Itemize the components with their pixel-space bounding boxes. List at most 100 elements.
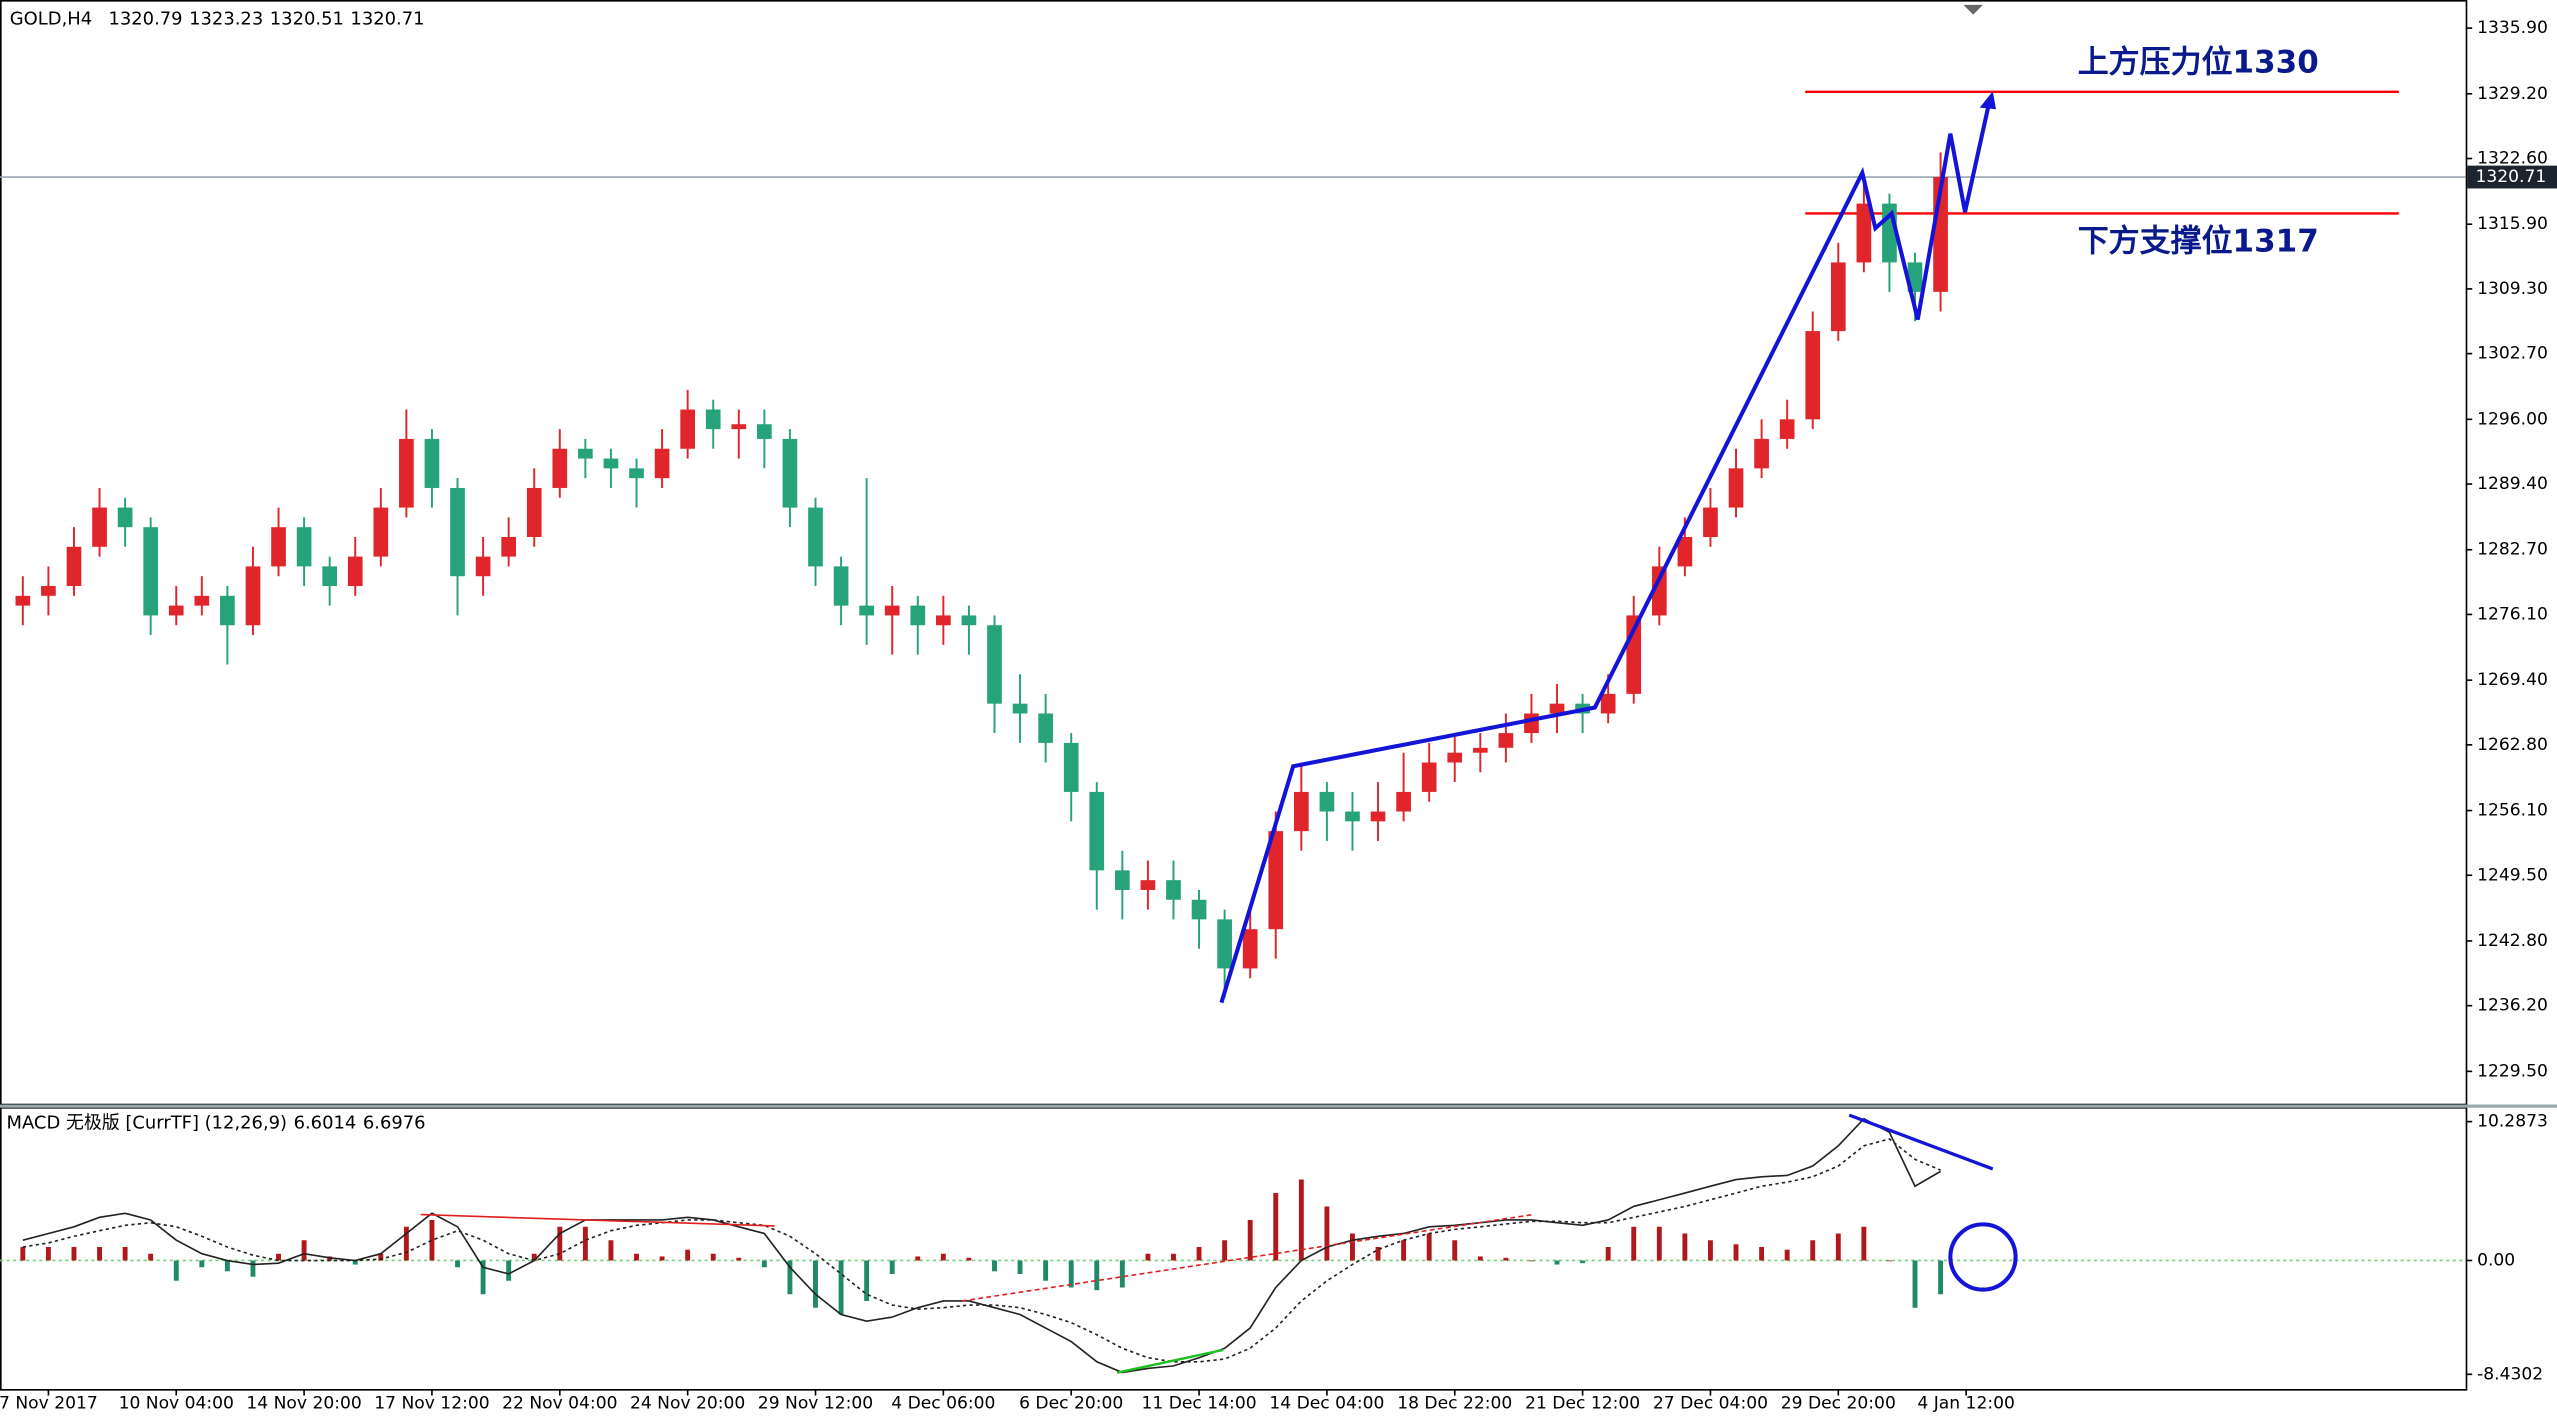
- macd-histogram-bar: [531, 1253, 537, 1261]
- candle-body: [143, 527, 159, 616]
- y-tick-label: 1329.20: [2477, 84, 2548, 104]
- macd-line: [22, 1117, 1941, 1374]
- macd-histogram-bar: [1861, 1226, 1867, 1261]
- candle-body: [1370, 811, 1386, 822]
- close: 1320.71: [350, 9, 424, 30]
- candle-body: [1191, 899, 1207, 920]
- macd-histogram-bar: [1145, 1253, 1151, 1261]
- y2-tick-label: -8.4302: [2477, 1364, 2543, 1384]
- candle-body: [1703, 507, 1718, 537]
- candle-body: [347, 556, 363, 587]
- macd-histogram-bar: [71, 1246, 77, 1261]
- macd-histogram-bar: [1631, 1226, 1637, 1261]
- macd-divergence-line: [1116, 1348, 1224, 1374]
- wave-arrow: [1979, 91, 1997, 110]
- marks: 1335.90 1329.20 1322.60 1315.90 1309.30 1302.…: [0, 18, 2557, 1414]
- x-tick-label: 27 Dec 04:00: [1653, 1394, 1768, 1414]
- macd-histogram-bar: [122, 1246, 128, 1261]
- macd-histogram-bar: [634, 1253, 639, 1261]
- candle-body: [117, 507, 133, 528]
- macd-histogram-bar: [1068, 1260, 1074, 1288]
- macd-histogram-bar: [301, 1240, 307, 1261]
- macd-histogram-bar: [1017, 1260, 1023, 1274]
- y-tick-label: 1256.10: [2477, 801, 2548, 821]
- macd-histogram-bar: [940, 1253, 946, 1261]
- macd-histogram-bar: [1324, 1206, 1330, 1261]
- candle-body: [526, 487, 542, 537]
- y2-tick-label: 10.2873: [2477, 1112, 2548, 1132]
- candle-body: [15, 595, 31, 606]
- candle-body: [1856, 203, 1872, 263]
- candle-body: [884, 605, 900, 616]
- y-tick-label: 1236.20: [2477, 996, 2548, 1016]
- macd-histogram-bar: [506, 1260, 512, 1281]
- candle-body: [1907, 262, 1923, 292]
- candle-body: [731, 424, 747, 430]
- candle-body: [1524, 713, 1539, 734]
- macd-histogram-bar: [915, 1256, 921, 1261]
- candle-body: [245, 566, 261, 626]
- macd-histogram-bar: [1273, 1192, 1279, 1261]
- macd-histogram-bar: [1938, 1260, 1944, 1295]
- candle-body: [552, 448, 568, 488]
- x-tick-label: 21 Dec 12:00: [1525, 1394, 1640, 1414]
- macd-histogram-bar: [1708, 1240, 1713, 1261]
- candle-body: [808, 507, 823, 567]
- macd-histogram-bar: [1375, 1246, 1381, 1261]
- candle-body: [1345, 811, 1360, 822]
- shift-marker: [1963, 4, 1983, 15]
- candle-body: [1115, 870, 1130, 890]
- candle-body: [501, 536, 516, 557]
- level-label: 下方支撑位1317: [2078, 223, 2319, 259]
- macd-histogram-bar: [710, 1253, 716, 1261]
- candle-body: [424, 438, 440, 488]
- macd-histogram-bar: [1912, 1260, 1918, 1308]
- candle-body: [1728, 468, 1744, 508]
- header: GOLD,H4 1320.79 1323.23 1320.51 1320.71: [10, 9, 425, 30]
- macd-histogram-bar: [838, 1260, 844, 1315]
- macd-histogram-bar: [1477, 1256, 1483, 1261]
- macd-histogram-bar: [582, 1226, 588, 1261]
- x-tick-label: 29 Dec 20:00: [1781, 1394, 1896, 1414]
- candle-body: [1805, 331, 1821, 420]
- candle-body: [1830, 262, 1846, 332]
- macd-histogram-bar: [45, 1246, 51, 1261]
- macd-histogram-bar: [199, 1260, 205, 1268]
- candle-body: [1268, 831, 1284, 930]
- y-tick-label: 1289.40: [2477, 474, 2548, 494]
- trend-drawings: [420, 91, 2018, 1374]
- candle-body: [1447, 752, 1463, 763]
- candle-body: [629, 468, 644, 479]
- candle-body: [1293, 791, 1309, 832]
- symbol: GOLD,H4: [10, 9, 92, 30]
- candle-body: [1396, 791, 1411, 812]
- macd-divergence-line: [420, 1213, 775, 1227]
- candle-body: [1600, 693, 1616, 714]
- candle-body: [475, 556, 491, 577]
- level-label: 上方压力位1330: [2078, 45, 2319, 81]
- candle-body: [603, 458, 619, 469]
- macd-value: 6.6014: [294, 1112, 357, 1133]
- current-price-box: [2467, 165, 2557, 189]
- y-tick-label: 1249.50: [2477, 865, 2548, 885]
- macd-histogram-bar: [659, 1256, 665, 1261]
- x-tick-label: 14 Nov 20:00: [246, 1394, 361, 1414]
- macd-histogram-bar: [966, 1257, 972, 1261]
- y-tick-label: 1322.60: [2477, 149, 2548, 169]
- candle-body: [1549, 703, 1565, 714]
- x-tick-label: 6 Dec 20:00: [1019, 1394, 1123, 1414]
- candle-body: [168, 605, 184, 616]
- macd-histogram-bar: [455, 1260, 460, 1268]
- candle-body: [1166, 880, 1181, 900]
- macd-histogram-bar: [224, 1260, 230, 1272]
- candle-body: [373, 507, 389, 557]
- macd-histogram-bar: [1119, 1260, 1125, 1288]
- candle-body: [271, 527, 286, 567]
- y-tick-label: 1296.00: [2477, 409, 2548, 429]
- macd-histogram-bar: [1554, 1260, 1560, 1265]
- y-tick-label: 1242.80: [2477, 931, 2548, 951]
- macd-histogram-bar: [352, 1260, 358, 1265]
- macd-histogram-bar: [1759, 1246, 1765, 1261]
